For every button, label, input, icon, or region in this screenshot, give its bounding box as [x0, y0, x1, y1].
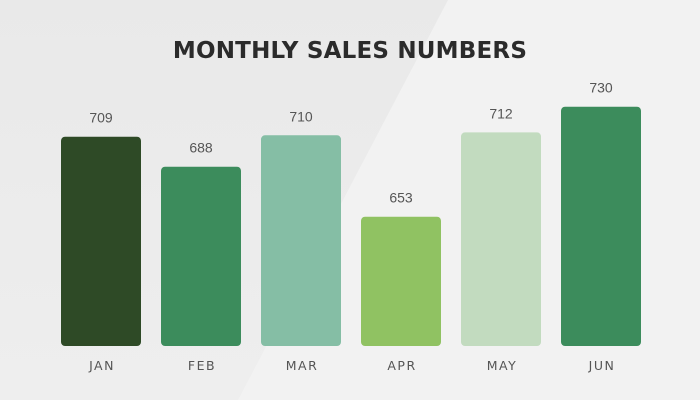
bar-mar [261, 135, 341, 346]
bar-jun [561, 106, 641, 346]
bar-jan [61, 136, 141, 346]
x-tick-label-jan: JAN [88, 358, 115, 373]
x-tick-label-feb: FEB [188, 358, 216, 373]
data-label-jan: 709 [89, 110, 113, 126]
x-tick-label-apr: APR [387, 358, 416, 373]
x-tick-label-mar: MAR [286, 358, 319, 373]
data-label-mar: 710 [289, 108, 313, 124]
data-label-apr: 653 [389, 190, 413, 206]
x-tick-label-may: MAY [487, 358, 518, 373]
data-label-may: 712 [489, 105, 513, 121]
data-label-feb: 688 [189, 140, 213, 156]
x-tick-label-jun: JUN [588, 358, 616, 373]
bar-may [461, 132, 541, 346]
data-label-jun: 730 [589, 80, 613, 96]
bar-apr [361, 216, 441, 346]
chart-title: MONTHLY SALES NUMBERS [172, 38, 528, 64]
bar-feb [161, 166, 241, 346]
